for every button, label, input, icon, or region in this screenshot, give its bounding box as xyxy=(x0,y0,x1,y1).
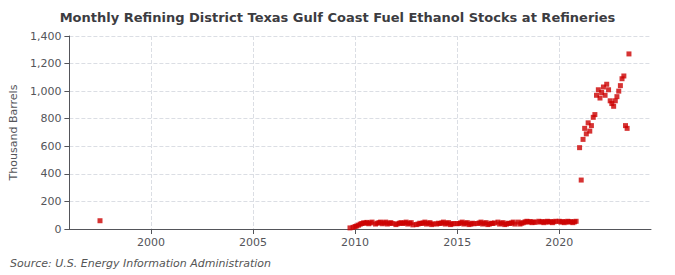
svg-text:800: 800 xyxy=(40,112,61,125)
svg-text:400: 400 xyxy=(40,167,61,180)
svg-text:200: 200 xyxy=(40,195,61,208)
svg-text:1,400: 1,400 xyxy=(30,30,62,43)
svg-text:2005: 2005 xyxy=(239,236,267,249)
svg-text:2010: 2010 xyxy=(341,236,369,249)
svg-text:2015: 2015 xyxy=(443,236,471,249)
svg-text:Source: U.S. Energy Informatio: Source: U.S. Energy Information Administ… xyxy=(10,257,271,270)
svg-text:1,000: 1,000 xyxy=(30,85,62,98)
svg-text:Thousand Barrels: Thousand Barrels xyxy=(7,84,20,181)
svg-text:0: 0 xyxy=(54,223,61,236)
svg-text:2020: 2020 xyxy=(545,236,573,249)
svg-text:Monthly Refining District Texa: Monthly Refining District Texas Gulf Coa… xyxy=(60,10,616,25)
svg-text:2000: 2000 xyxy=(137,236,165,249)
svg-text:600: 600 xyxy=(40,140,61,153)
svg-text:1,200: 1,200 xyxy=(30,57,62,70)
